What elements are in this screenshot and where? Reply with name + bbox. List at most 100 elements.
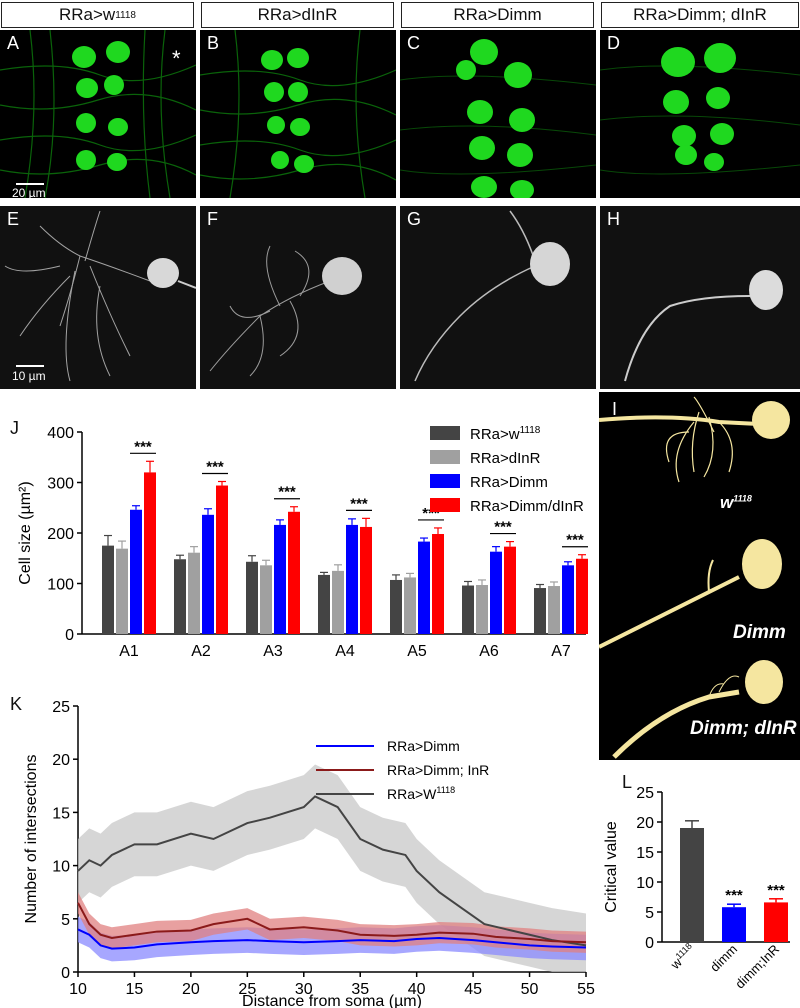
render-label-dimm: Dimm (733, 622, 786, 643)
panel-label-a: A (7, 33, 20, 53)
x-tick-label: 55 (577, 981, 595, 998)
bar (562, 565, 574, 634)
micrograph-g (400, 206, 596, 389)
x-tick-label-sup: 1118 (674, 941, 694, 961)
legend-swatch (430, 450, 460, 464)
y-tick-label: 5 (645, 905, 654, 922)
x-tick-label: A6 (479, 643, 499, 660)
panel-label-j: J (10, 418, 19, 438)
bar (462, 585, 474, 634)
bar (576, 558, 588, 634)
series-line (77, 795, 587, 947)
micrograph-b-art (200, 30, 396, 198)
panel-label-d: D (607, 33, 620, 53)
panel-label-e: E (7, 209, 20, 229)
bar (390, 579, 402, 634)
scalebar-bottom-label: 10 µm (12, 369, 46, 383)
bar (534, 588, 546, 634)
bar (490, 551, 502, 634)
significance-stars: *** (767, 882, 785, 899)
micrograph-g-art (414, 210, 570, 382)
error-band (78, 892, 586, 953)
micrograph-a-art (0, 30, 196, 198)
bar (504, 546, 516, 634)
micrograph-d-art (600, 43, 800, 175)
significance-stars: *** (494, 519, 512, 536)
micrograph-f-art (209, 245, 362, 377)
panel-label-h: H (607, 209, 620, 229)
micrograph-d (600, 30, 800, 198)
panel-label-b: B (207, 33, 220, 53)
micrograph-e-art (4, 210, 196, 382)
y-axis-title: Cell size (µm²) (17, 481, 34, 584)
panel-label-k: K (10, 694, 23, 714)
micrograph-c (400, 30, 596, 198)
x-tick-label: A7 (551, 643, 571, 660)
bar (130, 509, 142, 634)
legend-label: RRa>dInR (470, 450, 541, 467)
header-dinr: RRa>dInR (201, 2, 394, 28)
scalebar-top (16, 183, 44, 185)
bar (318, 574, 330, 634)
render-label-w1118-sup: 1118 (733, 493, 752, 504)
x-tick-label: 40 (408, 981, 426, 998)
x-axis-title: Distance from soma (µm) (242, 993, 422, 1008)
panel-label-c: C (407, 33, 420, 53)
bar (476, 585, 488, 634)
y-axis-title: Critical value (603, 821, 620, 913)
panel-label-l: L (622, 772, 633, 792)
significance-stars: *** (566, 532, 584, 549)
bar (102, 545, 114, 634)
significance-stars: *** (725, 887, 743, 904)
render-label-dimm-dinr: Dimm; dInR (690, 718, 797, 739)
bar (246, 561, 258, 634)
bar (174, 559, 186, 634)
panel-label-f: F (207, 209, 218, 229)
bar (404, 577, 416, 634)
render-label-w1118-text: w (720, 493, 734, 512)
x-tick-label: 45 (464, 981, 482, 998)
legend-label: RRa>Dimm; InR (387, 762, 489, 778)
micrograph-h (600, 206, 800, 389)
micrograph-b (200, 30, 396, 198)
bar (722, 907, 746, 942)
bar (680, 828, 704, 942)
x-tick-label: A4 (335, 643, 355, 660)
micrograph-h-art (624, 270, 783, 382)
header-dinr-text: RRa>dInR (257, 5, 338, 24)
legend-swatch (430, 474, 460, 488)
chart-critical-value: 0 5 10 15 20 25 Critical value w1118 *** dimm *** d… (603, 785, 790, 991)
render-panel-i (599, 392, 800, 760)
legend-label-sup: 1118 (520, 425, 541, 436)
bar (764, 902, 788, 942)
significance-stars: *** (134, 438, 152, 455)
y-tick-label: 200 (47, 526, 74, 543)
y-tick-label: 0 (645, 935, 654, 952)
series-line (77, 928, 587, 950)
scalebar-bottom (16, 365, 44, 367)
x-tick-label: w1118 (666, 941, 698, 973)
y-axis-title: Number of intersections (23, 755, 40, 924)
x-tick-label: A1 (119, 643, 139, 660)
series-line (77, 902, 587, 944)
y-tick-label: 25 (636, 785, 654, 802)
significance-stars: *** (350, 495, 368, 512)
bar (116, 548, 128, 634)
legend-label: RRa>Dimm (470, 474, 548, 491)
y-tick-label: 15 (52, 805, 70, 822)
y-tick-label: 300 (47, 476, 74, 493)
render-label-w1118: w1118 (720, 493, 752, 513)
bar (274, 524, 286, 634)
bar (188, 552, 200, 634)
x-tick-label: 20 (182, 981, 200, 998)
header-dimm-dinr-text: RRa>Dimm; dInR (633, 5, 767, 24)
x-tick-label: 50 (521, 981, 539, 998)
scalebar-top-label: 20 µm (12, 186, 46, 200)
x-tick-label: 35 (351, 981, 369, 998)
panel-label-g: G (407, 209, 422, 229)
header-dimm: RRa>Dimm (401, 2, 594, 28)
y-tick-label: 25 (52, 699, 70, 716)
x-tick-label: 15 (126, 981, 144, 998)
legend-swatch (430, 426, 460, 440)
bar (418, 541, 430, 634)
